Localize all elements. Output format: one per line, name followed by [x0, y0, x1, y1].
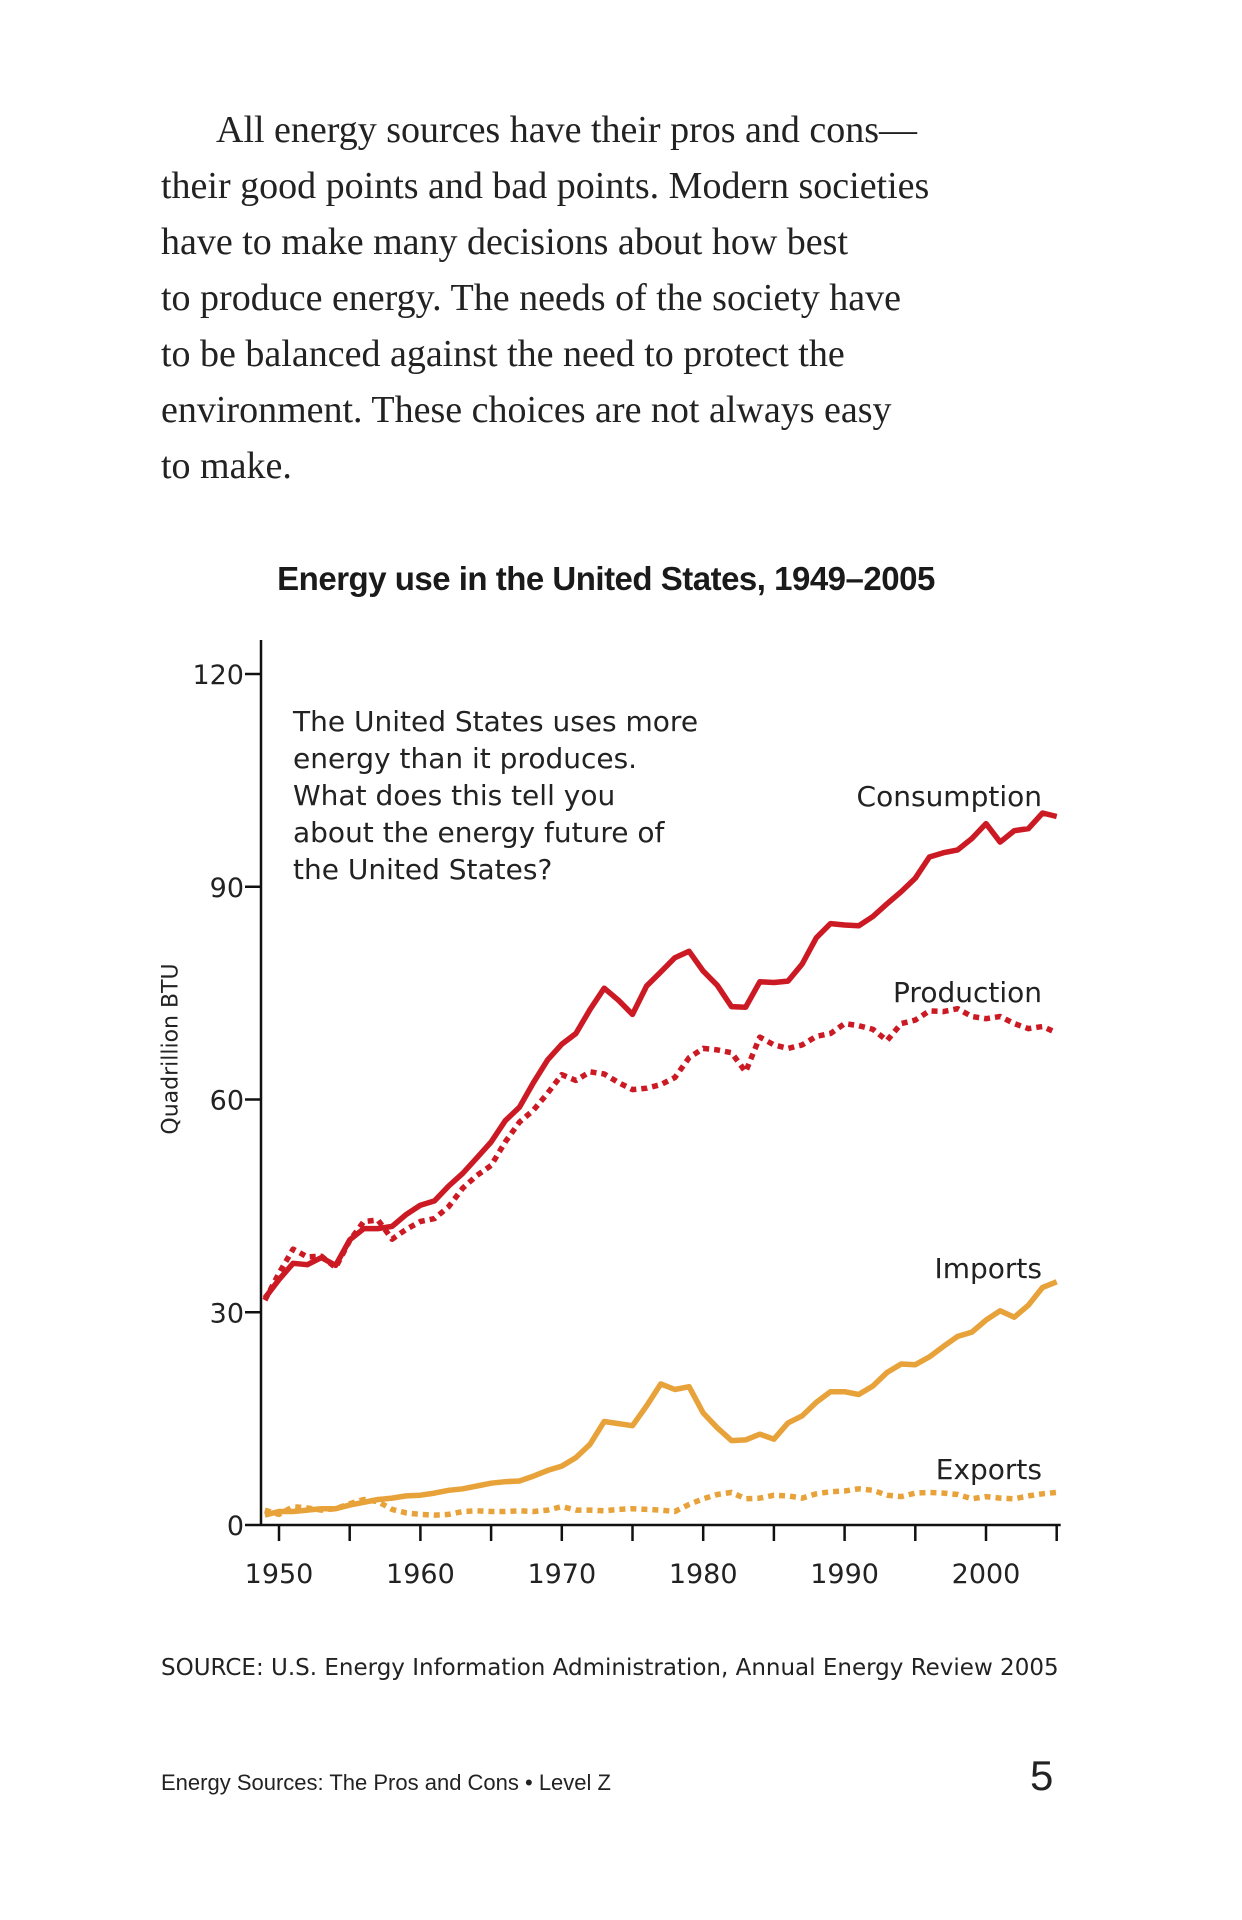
x-tick-label: 1970 [527, 1559, 596, 1590]
y-tick-label: 60 [210, 1086, 244, 1117]
x-tick-label: 1960 [386, 1559, 455, 1590]
paragraph-line: to produce energy. The needs of the soci… [161, 277, 902, 319]
chart-source: SOURCE: U.S. Energy Information Administ… [161, 1655, 1059, 1681]
paragraph-line: to be balanced against the need to prote… [161, 333, 845, 375]
series-line-exports [264, 1486, 1057, 1518]
chart-title: Energy use in the United States, 1949–20… [277, 560, 935, 597]
y-axis-label: Quadrillion BTU [158, 963, 184, 1135]
page-number: 5 [1030, 1752, 1054, 1799]
y-tick-label: 120 [192, 660, 244, 691]
chart-annotation: The United States uses more energy than … [293, 703, 698, 888]
x-tick-label: 1980 [669, 1559, 738, 1590]
series-line-imports [264, 1279, 1058, 1518]
series-label-imports: Imports [934, 1252, 1042, 1285]
x-tick-label: 1990 [810, 1559, 879, 1590]
annotation-line: energy than it produces. [293, 742, 638, 775]
series-line-consumption [262, 810, 1058, 1300]
y-tick-label: 90 [210, 873, 244, 904]
paragraph-line: to make. [161, 445, 292, 487]
annotation-line: What does this tell you [293, 779, 616, 812]
x-tick-label: 1950 [245, 1559, 314, 1590]
paragraph-line: their good points and bad points. Modern… [161, 165, 930, 207]
paragraph-line: have to make many decisions about how be… [161, 221, 849, 263]
y-tick-label: 0 [227, 1511, 244, 1542]
x-tick-label: 2000 [952, 1559, 1021, 1590]
paragraph-line: All energy sources have their pros and c… [216, 109, 918, 151]
series-label-consumption: Consumption [856, 780, 1042, 813]
series-label-exports: Exports [935, 1453, 1042, 1486]
series-label-production: Production [893, 976, 1042, 1009]
annotation-line: about the energy future of [293, 816, 665, 849]
annotation-line: the United States? [293, 853, 553, 886]
y-tick-label: 30 [210, 1298, 244, 1329]
paragraph-line: environment. These choices are not alway… [161, 389, 892, 431]
body-paragraph: All energy sources have their pros and c… [161, 102, 929, 494]
footer-book-title: Energy Sources: The Pros and Cons • Leve… [161, 1770, 611, 1795]
annotation-line: The United States uses more [293, 705, 699, 738]
series-line-production [262, 1005, 1058, 1302]
